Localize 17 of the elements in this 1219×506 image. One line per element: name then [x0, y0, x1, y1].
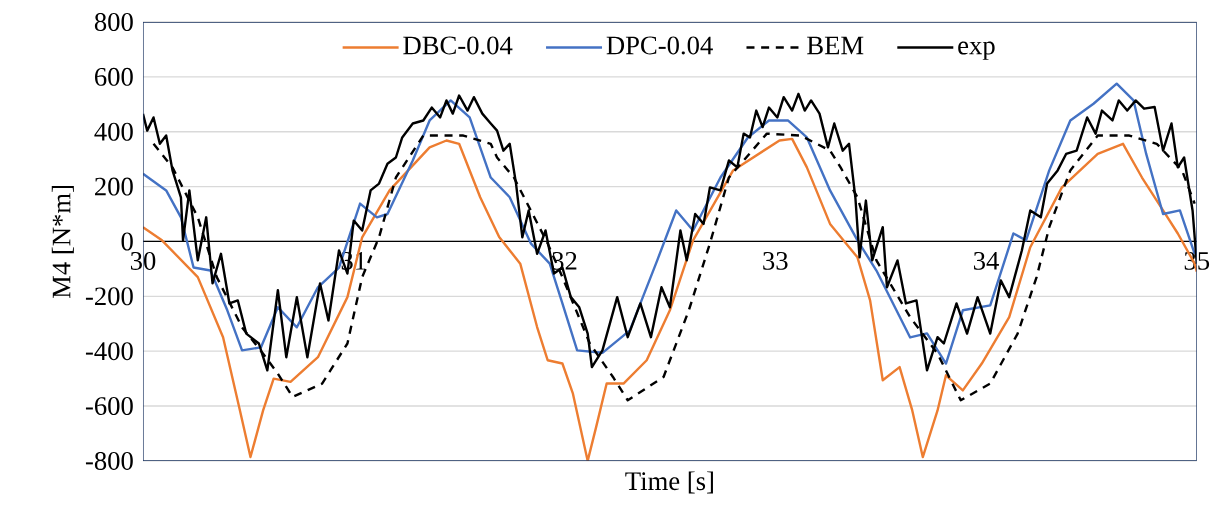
y-tick-label: -600 — [85, 397, 133, 416]
y-tick-label: 600 — [94, 67, 133, 86]
x-tick-label: 33 — [763, 251, 788, 270]
legend-label: DBC-0.04 — [403, 36, 513, 55]
y-tick-label: 400 — [94, 122, 133, 141]
y-tick-label: 0 — [121, 232, 133, 251]
y-tick-label: -400 — [85, 342, 133, 361]
y-tick-label: 200 — [95, 177, 133, 196]
legend-label: BEM — [807, 36, 864, 55]
y-axis-title: M4 [N*m] — [51, 186, 74, 299]
legend-label: exp — [958, 41, 995, 60]
y-tick-label: 800 — [94, 13, 133, 32]
legend-label: DPC-0.04 — [606, 36, 713, 55]
x-axis-title: Time [s] — [625, 471, 713, 494]
y-tick-label: -200 — [85, 287, 133, 306]
y-tick-label: -800 — [85, 451, 133, 470]
x-tick-label: 34 — [973, 251, 999, 270]
